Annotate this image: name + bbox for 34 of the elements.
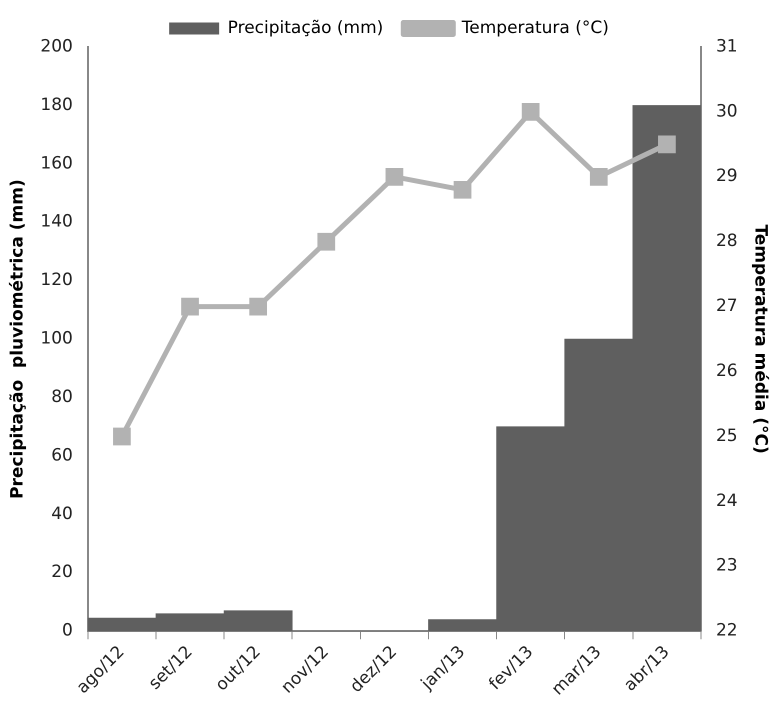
y2-tick-label: 22 (716, 620, 738, 641)
y-tick-label: 120 (40, 270, 73, 290)
y-tick-label: 80 (51, 386, 73, 407)
y-tick-label: 200 (40, 36, 73, 56)
y-tick-label: 40 (51, 504, 73, 524)
y2-axis-title: Temperatura média (°C) (750, 224, 770, 454)
point (181, 298, 199, 316)
y2-tick-label: 28 (716, 231, 738, 252)
y2-tick-label: 29 (716, 166, 738, 186)
y2-tick-label: 23 (716, 556, 738, 576)
point (522, 103, 540, 121)
point (249, 298, 268, 316)
point (317, 232, 336, 251)
y-tick-label: 0 (62, 620, 73, 641)
y2-tick-label: 31 (716, 36, 738, 56)
y-tick-label: 140 (40, 212, 73, 232)
point (590, 168, 608, 186)
y-tick-label: 160 (40, 153, 73, 174)
y-tick-label: 100 (40, 328, 73, 349)
point (113, 428, 131, 446)
point (386, 168, 404, 186)
point (454, 180, 472, 199)
y2-tick-label: 30 (716, 101, 738, 122)
legend-label: Temperatura (°C) (460, 18, 609, 38)
y2-tick-label: 26 (716, 360, 738, 381)
y2-tick-label: 25 (716, 426, 738, 446)
y-axis-title: Precipitação pluviométrica (mm) (8, 179, 28, 499)
y-tick-label: 20 (51, 562, 73, 582)
legend-label: Precipitação (mm) (228, 18, 384, 38)
y2-tick-label: 24 (716, 490, 738, 511)
y-tick-label: 180 (40, 94, 73, 115)
y2-tick-label: 27 (716, 296, 738, 316)
point (658, 136, 676, 154)
y-tick-label: 60 (51, 445, 73, 466)
